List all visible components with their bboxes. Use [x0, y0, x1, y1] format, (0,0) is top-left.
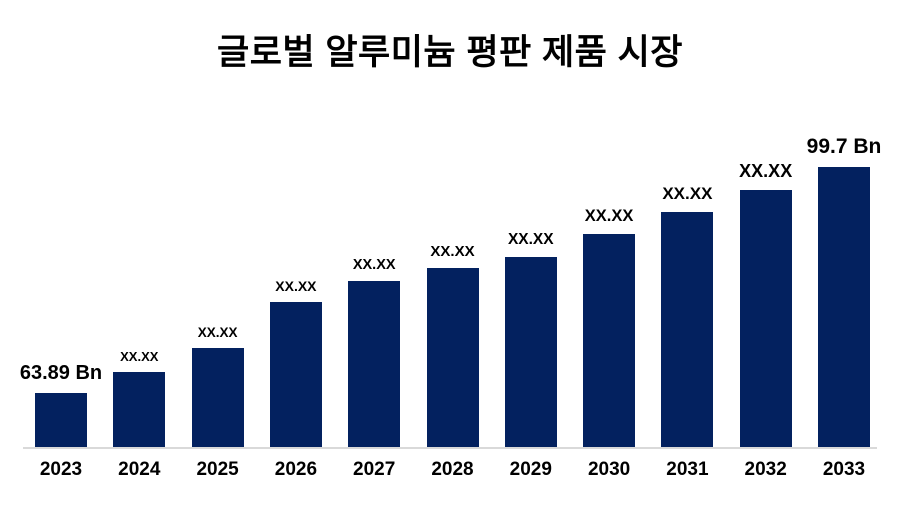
bar-2029 [504, 257, 557, 449]
x-axis-label-2032: 2032 [744, 459, 787, 480]
x-axis-label-2023: 2023 [39, 459, 83, 480]
x-axis-label-2026: 2026 [274, 459, 318, 480]
bar-2023 [35, 393, 87, 449]
bar-group-2032: XX.XX [739, 161, 793, 449]
bar-value-label-2027: XX.XX [352, 257, 396, 273]
x-axis-label-2028: 2028 [431, 459, 474, 480]
bar-value-label-2026: XX.XX [275, 278, 317, 294]
x-axis-label-2031: 2031 [666, 459, 709, 480]
bar-value-label-2028: XX.XX [430, 243, 475, 260]
bar-2033 [818, 167, 870, 449]
bar-group-2028: XX.XX [426, 243, 479, 449]
bar-value-label-2030: XX.XX [584, 207, 634, 225]
bar-value-label-2023: 63.89 Bn [19, 362, 103, 384]
bar-2027 [348, 281, 401, 449]
bar-group-2029: XX.XX [504, 231, 557, 449]
chart-title: 글로벌 알루미늄 평판 제품 시장 [217, 33, 683, 72]
bar-value-label-2029: XX.XX [507, 231, 554, 248]
bar-value-label-2025: XX.XX [197, 325, 238, 340]
bar-2032 [739, 190, 792, 449]
bar-group-2033: 99.7 Bn [807, 135, 881, 449]
bar-2025 [191, 348, 244, 449]
bar-group-2031: XX.XX [661, 184, 714, 449]
bar-value-label-2032: XX.XX [739, 161, 793, 181]
x-axis-line [23, 447, 877, 449]
bar-2024 [113, 372, 166, 449]
bar-group-2026: XX.XX [269, 278, 322, 449]
bar-group-2023: 63.89 Bn [20, 362, 102, 449]
bar-group-2030: XX.XX [583, 207, 636, 449]
x-axis-label-2033: 2033 [822, 459, 866, 480]
bar-group-2025: XX.XX [191, 325, 244, 449]
x-axis-label-2027: 2027 [353, 459, 396, 480]
x-axis-label-2024: 2024 [118, 459, 161, 480]
bar-group-2027: XX.XX [348, 257, 401, 449]
x-axis-label-2025: 2025 [196, 459, 239, 480]
bar-group-2024: XX.XX [113, 349, 166, 449]
bar-2028 [426, 268, 479, 449]
bar-2026 [269, 302, 322, 449]
x-axis-label-2029: 2029 [509, 459, 552, 480]
bar-value-label-2031: XX.XX [662, 184, 713, 203]
x-axis-label-2030: 2030 [587, 459, 631, 480]
bar-value-label-2024: XX.XX [120, 349, 159, 364]
bar-value-label-2033: 99.7 Bn [806, 135, 882, 158]
bar-2031 [661, 212, 714, 449]
bar-2030 [583, 234, 636, 449]
